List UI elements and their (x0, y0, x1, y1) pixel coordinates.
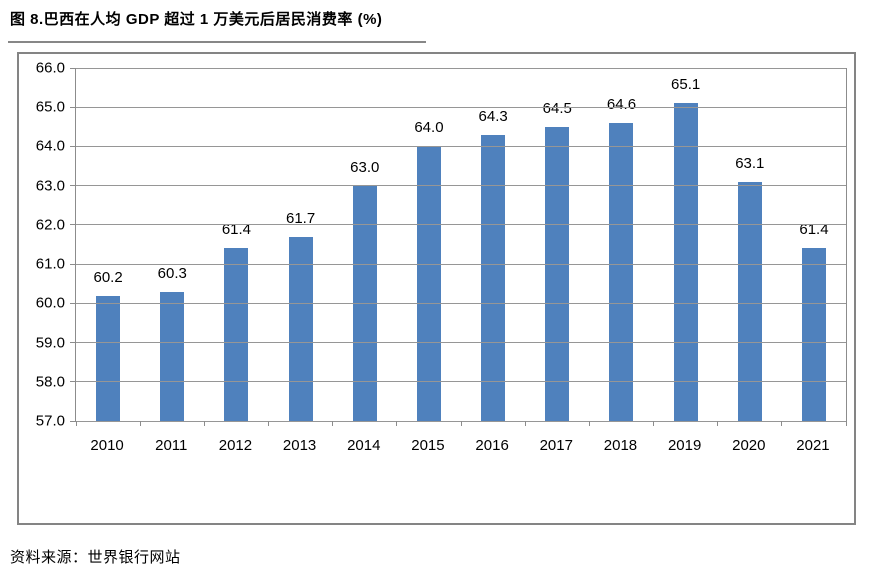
bar (737, 181, 762, 421)
x-tick-label: 2017 (539, 437, 573, 454)
y-tick-label: 66.0 (35, 59, 65, 77)
x-tick-label: 2011 (155, 437, 188, 454)
bar-value-label: 63.0 (350, 158, 380, 176)
y-tick-label: 59.0 (35, 334, 65, 352)
x-axis-tick (139, 421, 141, 426)
y-tick-label: 63.0 (35, 177, 65, 195)
bar (545, 126, 570, 421)
source-note: 资料来源：世界银行网站 (10, 549, 181, 566)
bar-value-label: 61.7 (285, 209, 316, 227)
bar-column: 64.3 (461, 68, 525, 421)
bar-value-label: 61.4 (799, 221, 829, 239)
bar-column: 63.1 (718, 68, 782, 421)
y-tick-label: 62.0 (35, 216, 65, 234)
x-axis-tick (396, 421, 398, 426)
y-axis-tick (70, 224, 76, 226)
bar-column: 64.5 (525, 68, 589, 421)
x-axis-tick (845, 421, 847, 426)
chart-box: 57.0 58.0 59.0 60.0 61.0 62.0 63.0 64.0 65.0 66.0… (17, 52, 856, 525)
bar-value-label: 63.1 (735, 154, 765, 172)
chart-title: 图 8.巴西在人均 GDP 超过 1 万美元后居民消费率 (%) (10, 11, 383, 28)
bar (609, 122, 634, 421)
bar (288, 236, 313, 421)
x-axis-tick (717, 421, 719, 426)
bar-column: 65.1 (654, 68, 718, 421)
bar-column: 61.7 (269, 68, 333, 421)
x-axis-tick (268, 421, 269, 426)
bar (96, 295, 121, 421)
bar (673, 103, 698, 421)
x-tick-label: 2020 (732, 437, 766, 454)
y-tick-label: 60.0 (35, 294, 65, 312)
bar (160, 291, 185, 421)
y-tick-label: 58.0 (35, 373, 65, 391)
bar-series: 60.2 60.3 61.4 61.7 63.0 64.0 64.3 64.5 64.6 65.1… (76, 68, 846, 421)
x-axis-tick (203, 421, 205, 426)
x-tick-label: 2018 (603, 437, 638, 454)
x-tick-label: 2014 (347, 437, 381, 454)
x-axis-tick (653, 421, 654, 426)
gridline (76, 263, 846, 265)
y-axis-labels: 57.0 58.0 59.0 60.0 61.0 62.0 63.0 64.0 65.0 66.0 (19, 60, 65, 430)
bar (801, 248, 826, 421)
x-axis-tick (75, 421, 77, 426)
bar-value-label: 64.6 (606, 95, 637, 113)
x-axis-tick (332, 421, 334, 426)
bar-value-label: 60.2 (93, 268, 123, 286)
bar-column: 60.2 (76, 68, 140, 421)
y-axis-tick (70, 420, 76, 422)
y-axis-tick (70, 263, 76, 265)
x-tick-label: 2010 (90, 437, 124, 454)
y-axis-tick (70, 381, 76, 383)
bar (224, 248, 249, 421)
bar-value-label: 60.3 (157, 264, 187, 282)
x-axis-labels: 2010 2011 2012 2013 2014 2015 2016 2017 2018 2019… (75, 437, 845, 454)
y-axis-tick (70, 302, 76, 304)
plot-area: 60.2 60.3 61.4 61.7 63.0 64.0 64.3 64.5 64.6 65.1… (70, 67, 847, 426)
gridline (76, 106, 846, 108)
bar-value-label: 64.5 (542, 99, 572, 117)
bar-column: 61.4 (782, 68, 846, 421)
y-axis-tick (70, 185, 76, 187)
gridline (76, 67, 846, 69)
y-axis-tick (70, 342, 76, 344)
y-axis-tick (70, 145, 76, 147)
y-axis-tick (70, 106, 76, 108)
bar-column: 64.0 (397, 68, 461, 421)
bar (416, 146, 441, 421)
bar-value-label: 64.3 (478, 107, 508, 125)
bar-value-label: 64.0 (414, 119, 444, 137)
gridline (76, 145, 846, 147)
bar-column: 63.0 (333, 68, 397, 421)
x-axis-tick (781, 421, 783, 426)
y-tick-label: 57.0 (35, 412, 65, 430)
x-tick-label: 2021 (796, 437, 830, 454)
title-underline (8, 41, 426, 43)
bar-column: 61.4 (204, 68, 268, 421)
gridline (76, 185, 846, 187)
x-tick-label: 2019 (667, 437, 702, 454)
x-tick-label: 2013 (282, 437, 317, 454)
gridline (76, 342, 846, 344)
gridline (76, 224, 846, 226)
bar-column: 64.6 (589, 68, 653, 421)
y-tick-label: 65.0 (35, 98, 65, 116)
x-tick-label: 2016 (475, 437, 509, 454)
x-tick-label: 2015 (411, 437, 445, 454)
y-tick-label: 61.0 (35, 255, 65, 273)
x-tick-label: 2012 (218, 437, 253, 454)
y-axis-tick (70, 67, 76, 69)
bar (481, 134, 506, 421)
bar-column: 60.3 (140, 68, 204, 421)
gridline (76, 302, 846, 304)
gridline (76, 381, 846, 383)
x-axis-tick (524, 421, 526, 426)
x-axis-tick (588, 421, 590, 426)
x-axis-tick (460, 421, 462, 426)
y-tick-label: 64.0 (35, 137, 65, 155)
bar-value-label: 65.1 (671, 76, 701, 94)
bar-value-label: 61.4 (221, 221, 252, 239)
